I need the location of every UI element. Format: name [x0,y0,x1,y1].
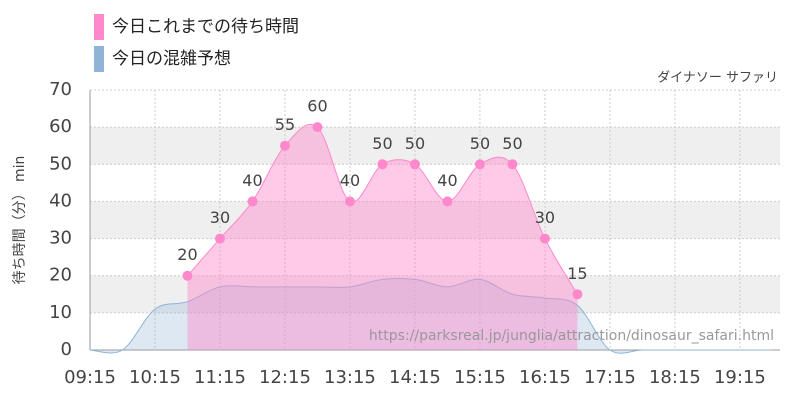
data-label: 55 [275,115,295,134]
data-point [572,289,583,300]
y-tick-label: 70 [49,79,72,100]
x-tick-label: 16:15 [519,367,571,388]
data-point [507,159,518,170]
legend-label: 今日これまでの待ち時間 [112,17,299,37]
data-label: 40 [242,171,262,190]
y-tick-label: 40 [49,190,72,211]
y-axis-label: 待ち時間（分） min [12,156,28,285]
data-label: 40 [437,171,457,190]
x-tick-label: 11:15 [194,367,246,388]
data-point [539,233,550,244]
data-point [247,196,258,207]
x-tick-label: 12:15 [259,367,311,388]
series-line [89,277,773,354]
data-point [279,140,290,151]
data-label: 15 [567,264,587,283]
data-label: 50 [405,134,425,153]
legend-label: 今日の混雑予想 [112,49,231,69]
data-point [474,159,485,170]
grid-band [90,127,780,165]
y-tick-label: 30 [49,228,72,249]
series-area [90,278,773,354]
x-tick-label: 17:15 [584,367,636,388]
chart-subtitle: ダイナソー サファリ [657,71,778,86]
grid-band [90,275,780,313]
data-label: 20 [177,245,197,264]
data-point [312,122,323,133]
y-tick-label: 10 [49,302,72,323]
legend-swatch [94,14,104,40]
y-tick-label: 0 [61,339,72,360]
x-tick-label: 19:15 [714,367,766,388]
x-tick-label: 13:15 [324,367,376,388]
x-tick-label: 18:15 [649,367,701,388]
annotation: https://parksreal.jp/junglia/attraction/… [369,328,774,344]
x-tick-label: 15:15 [454,367,506,388]
y-tick-label: 50 [49,153,72,174]
data-point [377,159,388,170]
data-label: 60 [307,97,327,116]
x-tick-label: 14:15 [389,367,441,388]
data-point [182,270,193,281]
data-label: 50 [502,134,522,153]
series-area [187,124,578,350]
data-label: 50 [372,134,392,153]
data-label: 40 [340,171,360,190]
data-point [344,196,355,207]
data-label: 50 [470,134,490,153]
data-label: 30 [535,208,555,227]
grid-band [90,201,780,239]
y-tick-label: 20 [49,265,72,286]
data-point [442,196,453,207]
x-tick-label: 09:15 [64,367,116,388]
data-point [409,159,420,170]
legend-swatch [94,46,104,72]
data-label: 30 [210,208,230,227]
data-point [214,233,225,244]
x-tick-label: 10:15 [129,367,181,388]
y-tick-label: 60 [49,116,72,137]
